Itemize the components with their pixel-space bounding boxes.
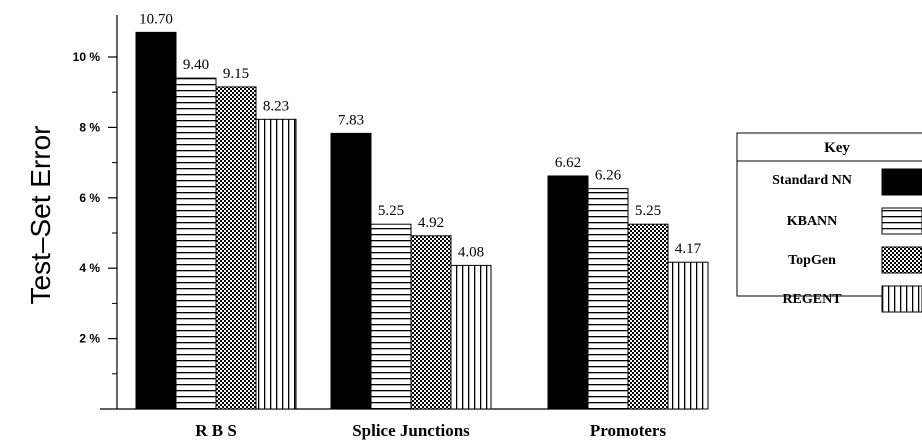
bar-regent bbox=[667, 261, 709, 410]
category-label: R B S bbox=[195, 421, 237, 440]
data-label: 6.26 bbox=[595, 168, 622, 184]
bar-standard-nn bbox=[330, 132, 372, 410]
data-label: 4.92 bbox=[418, 215, 444, 231]
legend-items: Standard NN KBANN TopGen REGENT bbox=[772, 168, 922, 313]
legend: Key Standard NN KBANN TopGen REGENT bbox=[736, 132, 922, 313]
legend-label: KBANN bbox=[787, 214, 838, 229]
legend-swatch bbox=[881, 285, 922, 313]
legend-swatch bbox=[881, 168, 922, 196]
legend-swatch bbox=[881, 207, 922, 235]
data-label: 4.17 bbox=[675, 241, 702, 257]
legend-title: Key bbox=[824, 140, 850, 156]
bars bbox=[135, 31, 709, 410]
data-label: 6.62 bbox=[555, 155, 581, 171]
category-labels: R B S Splice Junctions Promoters bbox=[195, 421, 666, 440]
bar-standard-nn bbox=[547, 175, 589, 410]
legend-label: Standard NN bbox=[772, 173, 852, 188]
bar-topgen bbox=[215, 86, 257, 410]
data-label: 4.08 bbox=[458, 244, 484, 260]
bar-regent bbox=[450, 264, 492, 410]
y-tick-label: 4 % bbox=[79, 261, 100, 275]
bar-kbann bbox=[587, 188, 629, 410]
data-labels: 10.70 9.40 9.15 8.23 7.83 5.25 4.92 4.08 6.62 6.2… bbox=[139, 11, 702, 260]
bar-kbann bbox=[370, 223, 412, 410]
y-tick-label: 8 % bbox=[79, 120, 100, 134]
data-label: 5.25 bbox=[635, 203, 661, 219]
data-label: 9.40 bbox=[183, 57, 209, 73]
y-ticks: 2 % 4 % 6 % 8 % 10 % bbox=[73, 50, 117, 375]
y-axis-label: Test–Set Error bbox=[25, 126, 56, 305]
bar-standard-nn bbox=[135, 31, 177, 410]
y-tick-label: 2 % bbox=[79, 332, 100, 346]
legend-label: REGENT bbox=[782, 292, 842, 307]
data-label: 10.70 bbox=[139, 11, 173, 27]
bar-regent bbox=[255, 118, 297, 410]
data-label: 8.23 bbox=[263, 98, 289, 114]
y-tick-label: 10 % bbox=[73, 50, 101, 64]
bar-topgen bbox=[410, 235, 452, 410]
legend-swatch bbox=[881, 246, 922, 274]
category-label: Splice Junctions bbox=[352, 421, 470, 440]
bar-topgen bbox=[627, 223, 669, 410]
data-label: 9.15 bbox=[223, 66, 249, 82]
bar-kbann bbox=[175, 77, 217, 410]
y-tick-label: 6 % bbox=[79, 191, 100, 205]
data-label: 5.25 bbox=[378, 203, 404, 219]
category-label: Promoters bbox=[590, 421, 667, 440]
data-label: 7.83 bbox=[338, 112, 364, 128]
legend-label: TopGen bbox=[788, 253, 836, 268]
